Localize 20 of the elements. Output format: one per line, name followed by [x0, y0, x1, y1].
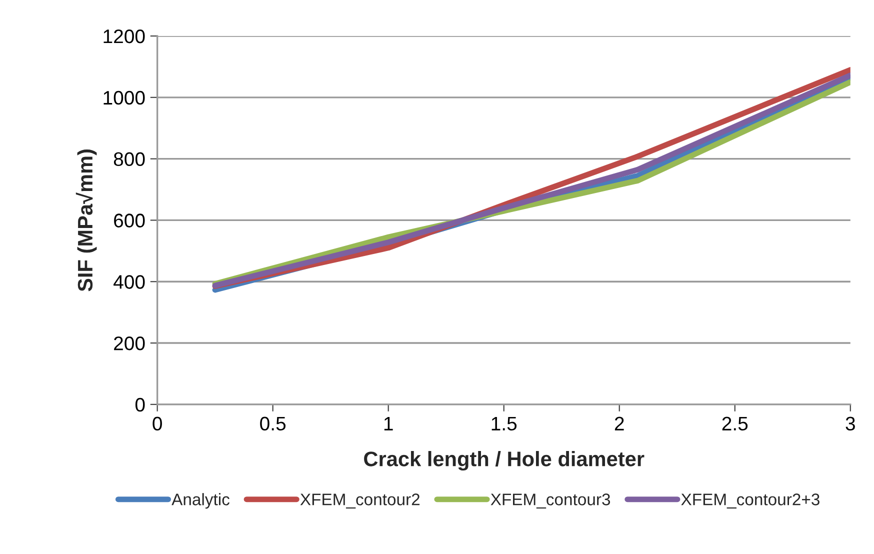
legend-label: XFEM_contour2+3: [681, 494, 820, 508]
x-tick-label: 1.5: [492, 416, 517, 431]
y-tick-label: 800: [114, 152, 145, 166]
y-tick-label: 1000: [104, 90, 145, 105]
y-tick-label: 200: [114, 336, 145, 350]
legend-label: Analytic: [172, 493, 230, 509]
y-tick-label: 600: [114, 214, 145, 228]
y-tick-label: 1200: [104, 29, 145, 44]
x-axis-title: Crack length / Hole diameter: [364, 451, 644, 471]
x-tick-label: 1: [384, 416, 393, 430]
x-tick-label: 2.5: [722, 416, 748, 431]
x-tick-label: 3: [846, 416, 855, 431]
y-axis-title: SIF (MPa√mm): [76, 150, 97, 292]
x-tick-label: 0.5: [260, 416, 286, 431]
x-tick-label: 2: [614, 416, 624, 430]
legend-label: XFEM_contour2: [300, 494, 420, 508]
y-tick-label: 0: [135, 398, 145, 412]
x-tick-label: 0: [152, 416, 162, 431]
legend-label: XFEM_contour3: [490, 494, 610, 508]
y-tick-label: 400: [114, 275, 145, 289]
